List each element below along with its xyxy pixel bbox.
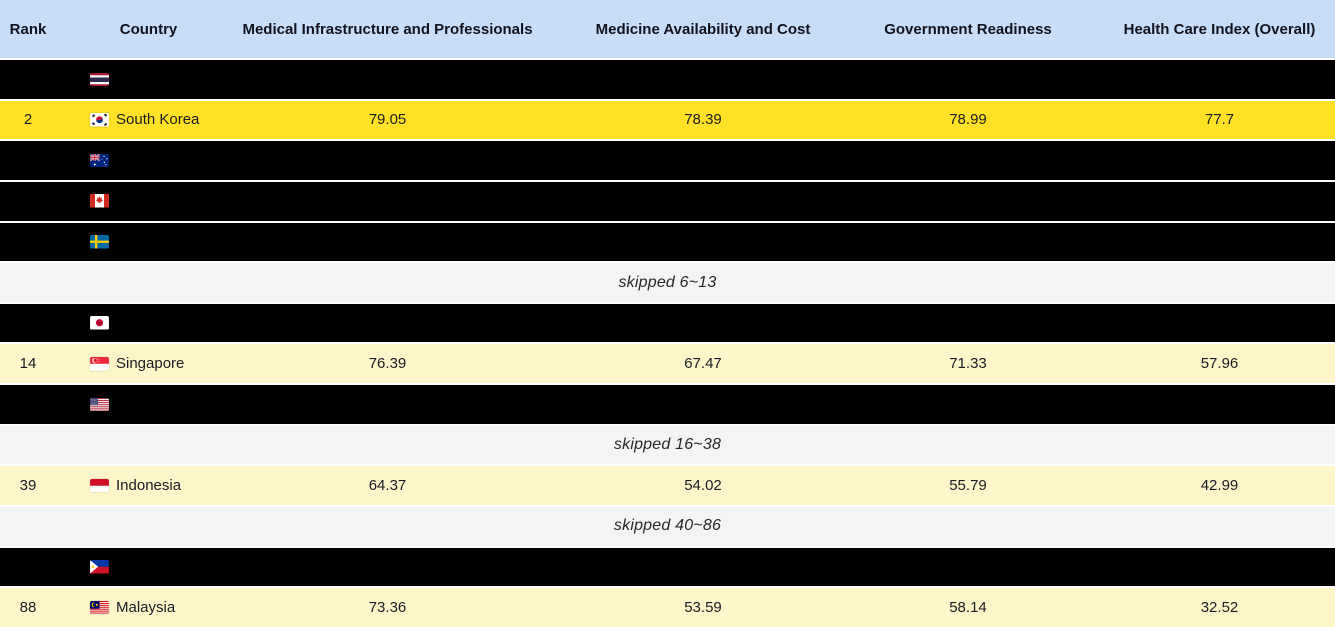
table-row: 14 Singapore 76.39 67.47 71.33 57.96 <box>0 344 1335 384</box>
japan-flag-icon <box>90 316 109 330</box>
country-cell <box>56 316 241 330</box>
table-header-row: Rank Country Medical Infrastructure and … <box>0 0 1335 58</box>
medicine-availability-cell: 78.39 <box>684 111 722 129</box>
medical-infrastructure-cell: 73.36 <box>368 599 407 617</box>
malaysia-flag-icon <box>90 600 109 615</box>
health-care-index-cell: 57.96 <box>1200 355 1239 373</box>
table-row <box>0 385 1335 424</box>
medicine-availability-cell: 54.02 <box>684 477 722 495</box>
table-body: 2 South Korea 79.05 78.39 78.99 77.7 skipped 6… <box>0 60 1335 627</box>
column-header-health-care-index: Health Care Index (Overall) <box>1123 20 1316 38</box>
south-korea-flag-icon <box>90 113 109 127</box>
column-header-government-readiness: Government Readiness <box>884 20 1052 38</box>
health-care-index-cell: 42.99 <box>1200 477 1239 495</box>
rank-cell: 88 <box>19 599 37 617</box>
table-row <box>0 60 1335 99</box>
rank-cell: 39 <box>19 477 37 495</box>
country-cell <box>56 560 241 574</box>
medicine-availability-cell: 67.47 <box>684 355 722 373</box>
skipped-range-label: skipped 40~86 <box>613 517 722 535</box>
skipped-rows-divider: skipped 16~38 <box>0 425 1335 465</box>
government-readiness-cell: 71.33 <box>949 355 987 373</box>
country-name: Singapore <box>116 355 185 373</box>
country-cell: Indonesia <box>56 477 241 494</box>
country-cell: Malaysia <box>56 599 241 616</box>
skipped-rows-divider: skipped 6~13 <box>0 263 1335 302</box>
medical-infrastructure-cell: 64.37 <box>368 477 407 495</box>
health-care-index-cell: 77.7 <box>1204 111 1235 129</box>
column-header-medical-infrastructure: Medical Infrastructure and Professionals <box>242 20 533 38</box>
skipped-rows-divider: skipped 40~86 <box>0 507 1335 546</box>
thailand-flag-icon <box>90 72 109 87</box>
australia-flag-icon <box>90 153 109 168</box>
country-name: South Korea <box>116 111 200 129</box>
medical-infrastructure-cell: 79.05 <box>368 111 407 129</box>
table-row: 2 South Korea 79.05 78.39 78.99 77.7 <box>0 100 1335 140</box>
table-row <box>0 547 1335 587</box>
country-name: Malaysia <box>116 599 176 617</box>
country-cell <box>56 153 241 168</box>
health-care-index-cell: 32.52 <box>1200 599 1239 617</box>
table-row: 39 Indonesia 64.37 54.02 55.79 42.99 <box>0 466 1335 506</box>
table-row <box>0 141 1335 180</box>
country-name: Indonesia <box>116 477 182 495</box>
table-row: 88 Malaysia 73.36 53.59 58.14 32.52 <box>0 588 1335 627</box>
government-readiness-cell: 55.79 <box>949 477 987 495</box>
country-cell <box>56 397 241 412</box>
country-cell <box>56 194 241 208</box>
rank-cell: 2 <box>23 111 33 129</box>
sweden-flag-icon <box>90 235 109 249</box>
column-header-country: Country <box>119 20 178 38</box>
government-readiness-cell: 58.14 <box>949 599 987 617</box>
country-cell: South Korea <box>56 111 241 128</box>
country-cell: Singapore <box>56 355 241 372</box>
united-states-flag-icon <box>90 397 109 412</box>
indonesia-flag-icon <box>90 478 109 493</box>
singapore-flag-icon <box>90 357 109 371</box>
canada-flag-icon <box>90 194 109 208</box>
skipped-range-label: skipped 6~13 <box>618 273 717 291</box>
philippines-flag-icon <box>90 560 109 574</box>
country-cell <box>56 235 241 249</box>
table-row <box>0 303 1335 343</box>
rank-cell: 14 <box>19 355 37 373</box>
government-readiness-cell: 78.99 <box>949 111 987 129</box>
country-cell <box>56 72 241 87</box>
column-header-rank: Rank <box>9 20 47 38</box>
table-row <box>0 222 1335 262</box>
medical-infrastructure-cell: 76.39 <box>368 355 407 373</box>
column-header-medicine-availability: Medicine Availability and Cost <box>595 20 811 38</box>
skipped-range-label: skipped 16~38 <box>613 436 722 454</box>
table-row <box>0 181 1335 221</box>
medicine-availability-cell: 53.59 <box>684 599 722 617</box>
